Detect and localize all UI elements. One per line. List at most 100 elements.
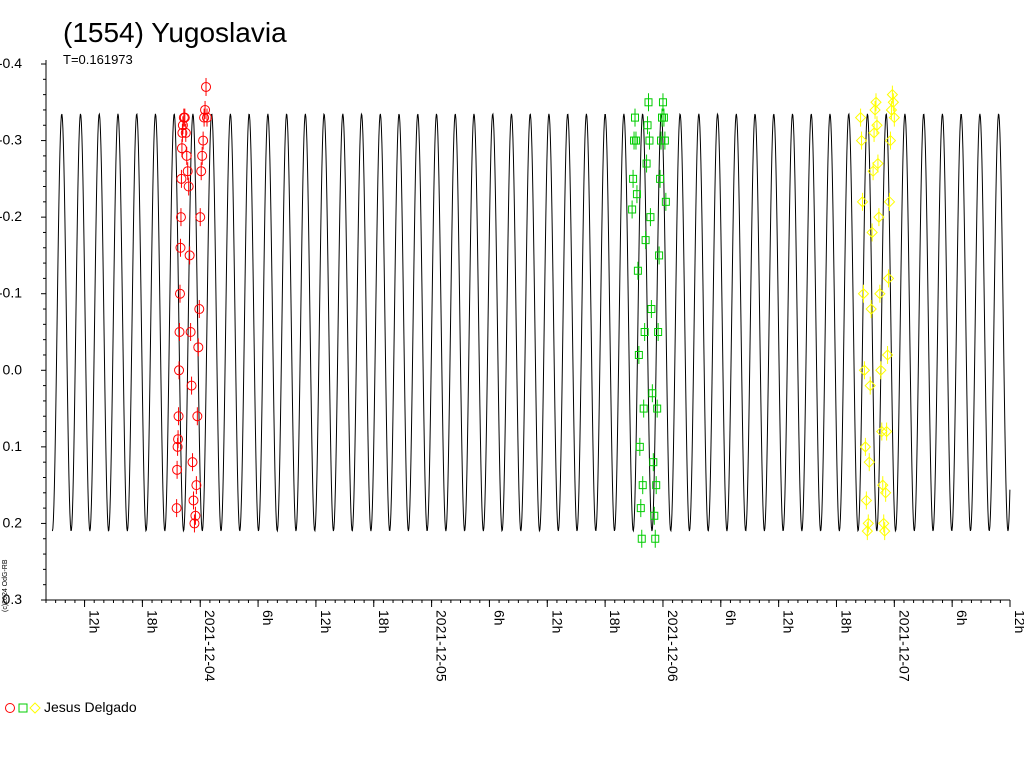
x-tick-label: 18h [607, 610, 623, 633]
data-point [878, 525, 891, 537]
data-point [200, 104, 211, 115]
data-point [201, 112, 212, 123]
data-point [871, 119, 883, 131]
y-tick-label: -0.1 [0, 285, 22, 301]
data-point [182, 166, 193, 177]
chart-title: (1554) Yugoslavia [63, 17, 287, 48]
data-point [188, 495, 199, 506]
data-point [860, 494, 873, 507]
legend: Jesus Delgado [4, 699, 137, 715]
data-point [652, 481, 661, 490]
data-point [650, 511, 659, 520]
data-point [644, 98, 653, 107]
data-point [883, 196, 896, 208]
data-point [864, 379, 876, 392]
legend-markers-icon [5, 702, 41, 714]
y-tick-label: 0.0 [3, 361, 23, 377]
x-tick-label: 6h [491, 610, 507, 626]
data-point [873, 211, 885, 223]
data-point [881, 349, 894, 361]
data-point [866, 226, 878, 239]
data-point [643, 121, 652, 130]
data-point [879, 487, 892, 499]
data-point [863, 456, 875, 468]
data-point [190, 510, 201, 521]
x-tick-label: 2021-12-05 [434, 610, 450, 682]
data-point [191, 480, 202, 491]
data-point [882, 272, 895, 285]
data-point [872, 157, 884, 170]
data-point [194, 304, 205, 315]
x-tick-label: 2021-12-06 [665, 610, 681, 682]
data-point [878, 517, 890, 530]
x-tick-label: 6h [260, 610, 276, 626]
data-point [195, 212, 206, 223]
x-tick-label: 6h [723, 610, 739, 626]
data-point [201, 81, 212, 92]
lightcurve-plot: -0.4 -0.3 -0.2 -0.1 0.0 0.1 0.2 0.3 12h 18h 2021-1… [0, 55, 1024, 682]
data-point [887, 96, 900, 108]
data-point [634, 350, 643, 359]
data-point [886, 88, 899, 101]
data-point [185, 327, 196, 337]
data-point [174, 365, 185, 376]
x-tick-label: 2021-12-04 [202, 610, 218, 682]
x-tick-label: 12h [549, 610, 565, 633]
data-point [632, 190, 641, 199]
y-tick-label: 0.3 [3, 591, 23, 607]
data-point [874, 288, 886, 300]
data-point [858, 364, 871, 376]
y-tick-label: -0.2 [0, 208, 22, 224]
data-point [646, 213, 655, 222]
x-tick-label: 18h [376, 610, 392, 633]
data-point [628, 205, 637, 214]
data-point [862, 517, 874, 530]
data-point [173, 434, 184, 445]
data-point [640, 328, 649, 336]
data-point [179, 112, 190, 123]
data-point [175, 242, 186, 253]
data-point [867, 165, 879, 177]
data-point [631, 136, 640, 145]
data-point [651, 534, 660, 543]
x-tick-label: 18h [144, 610, 160, 633]
data-point [655, 251, 664, 260]
data-point [189, 518, 200, 529]
x-tick-label: 12h [87, 610, 103, 633]
data-point [187, 457, 198, 468]
data-point [648, 389, 657, 398]
data-point [880, 425, 893, 438]
legend-observer-label: Jesus Delgado [44, 699, 137, 715]
x-tick-label: 2021-12-07 [896, 610, 912, 682]
x-tick-label: 18h [838, 610, 854, 633]
data-point [884, 134, 897, 147]
data-point [641, 236, 650, 245]
data-point [658, 98, 667, 107]
data-point [642, 159, 651, 168]
data-point [174, 288, 185, 299]
data-point [645, 136, 654, 145]
y-tick-label: -0.4 [0, 55, 22, 71]
data-point [857, 288, 870, 300]
data-point [869, 104, 881, 116]
data-point [181, 150, 192, 161]
period-label: T=0.161973 [63, 52, 133, 67]
data-point [875, 364, 887, 376]
x-tick-label: 12h [781, 610, 797, 633]
data-point [635, 442, 644, 451]
data-point [861, 525, 874, 537]
data-point [636, 504, 645, 513]
data-point [196, 166, 207, 177]
data-point [661, 197, 670, 206]
data-point [876, 425, 888, 438]
data-point [172, 464, 183, 475]
data-point [649, 458, 658, 467]
data-point [865, 303, 877, 315]
y-tick-label: 0.1 [3, 438, 23, 454]
data-point [633, 266, 642, 275]
data-point [183, 181, 194, 192]
data-point [638, 481, 647, 490]
data-point [173, 411, 184, 422]
data-point [176, 173, 187, 184]
data-point [659, 113, 668, 122]
